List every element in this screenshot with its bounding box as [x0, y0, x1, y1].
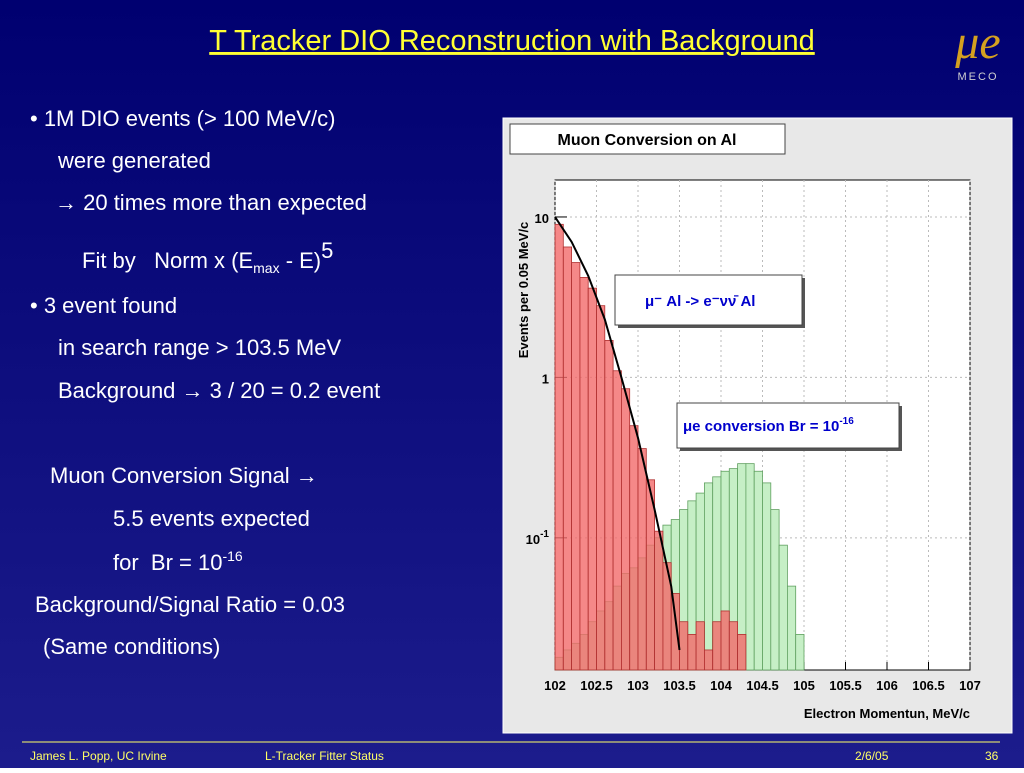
y-tick-label: 10 — [535, 211, 549, 226]
body-line: • 1M DIO events (> 100 MeV/c) — [30, 106, 335, 131]
slide-title: T Tracker DIO Reconstruction with Backgr… — [209, 25, 815, 57]
histogram-bar — [762, 482, 772, 671]
annotation: μe conversion Br = 10-16 — [683, 416, 854, 435]
histogram-bar — [679, 621, 689, 671]
histogram-bar — [612, 370, 622, 671]
footer-page: 36 — [985, 749, 999, 763]
histogram-bar — [621, 388, 631, 671]
annotation-box — [614, 274, 803, 326]
histogram-bar — [787, 585, 797, 671]
histogram-bar — [604, 340, 614, 671]
x-axis-label: Electron Momentun, MeV/c — [804, 706, 970, 721]
histogram-bar — [704, 649, 714, 671]
body-line: in search range > 103.5 MeV — [58, 335, 341, 360]
x-tick-label: 105.5 — [829, 678, 862, 693]
tick-exponent: -1 — [540, 529, 549, 540]
subscript: max — [253, 260, 279, 276]
x-tick-label: 102.5 — [580, 678, 613, 693]
histogram-bar — [712, 621, 722, 671]
histogram-bar — [637, 448, 647, 671]
x-tick-label: 106 — [876, 678, 898, 693]
histogram-bar — [571, 262, 581, 671]
superscript: 5 — [321, 238, 333, 263]
body-line: 5.5 events expected — [113, 506, 310, 531]
histogram-bar — [654, 530, 664, 671]
annotation-text: μe conversion Br = 10 — [683, 418, 839, 435]
annotation-box — [676, 402, 900, 449]
text: - E) — [280, 248, 322, 273]
x-tick-label: 103 — [627, 678, 649, 693]
footer-date: 2/6/05 — [855, 749, 889, 763]
br-line: for Br = 10-16 — [113, 548, 243, 575]
fit-line: Fit by Norm x (Emax - E)5 — [82, 238, 333, 276]
body-line: Background → 3 / 20 = 0.2 event — [58, 378, 380, 403]
plot: 102 102.5 103 103.5 104 104.5 105 105.5 106 106.5… — [526, 180, 981, 693]
x-tick-label: 104.5 — [746, 678, 779, 693]
text: Fit by Norm x (E — [82, 248, 253, 273]
x-tick-label: 105 — [793, 678, 815, 693]
body-line: → 20 times more than expected — [55, 190, 367, 215]
chart-title-box — [509, 123, 786, 155]
x-tick-label: 107 — [959, 678, 981, 693]
histogram-bar — [720, 610, 730, 671]
fit-curve — [554, 216, 681, 651]
histogram-bar — [704, 482, 714, 671]
superscript: -16 — [222, 548, 242, 564]
histogram-bar — [778, 544, 788, 671]
histogram-bar — [728, 621, 738, 671]
histogram-bar — [745, 463, 755, 671]
body-line: Muon Conversion Signal → — [50, 463, 318, 488]
text: for Br = 10 — [113, 550, 222, 575]
x-tick-label: 106.5 — [912, 678, 945, 693]
body-line: • 3 event found — [30, 293, 177, 318]
histogram-bar — [770, 509, 780, 671]
footer-author: James L. Popp, UC Irvine — [30, 749, 167, 763]
body-line: Background/Signal Ratio = 0.03 — [35, 592, 345, 617]
histogram-bar — [587, 287, 597, 671]
histogram-bar — [579, 277, 589, 671]
x-tick-label: 104 — [710, 678, 732, 693]
body-line: (Same conditions) — [43, 634, 220, 659]
chart-title: Muon Conversion on Al — [558, 132, 737, 149]
logo-text: MECO — [958, 71, 999, 83]
y-tick-label: 10-1 — [526, 529, 550, 547]
histogram-bar — [687, 634, 697, 671]
annotation-text: μ⁻ Al -> e⁻νν̄ Al — [645, 293, 755, 310]
histogram-bar — [695, 621, 705, 671]
histogram-bar — [554, 223, 564, 671]
x-tick-label: 102 — [544, 678, 566, 693]
logo-symbol: μe — [954, 16, 1000, 69]
y-tick-label: 1 — [542, 371, 549, 386]
annotation: μ⁻ Al -> e⁻νν̄ Al — [645, 293, 755, 310]
histogram-bar — [629, 425, 639, 671]
x-tick-label: 103.5 — [663, 678, 696, 693]
histogram-bar — [670, 593, 680, 671]
histogram-bar — [753, 470, 763, 671]
histogram-bar — [795, 634, 805, 671]
y-axis-label: Events per 0.05 MeV/c — [516, 222, 531, 359]
histogram-bar — [596, 305, 606, 671]
footer-subject: L-Tracker Fitter Status — [265, 749, 384, 763]
annotation-sup: -16 — [839, 416, 854, 427]
tick-base: 10 — [526, 532, 540, 547]
histogram-bar — [737, 634, 747, 671]
body-line: were generated — [57, 148, 211, 173]
histogram-bar — [562, 246, 572, 671]
